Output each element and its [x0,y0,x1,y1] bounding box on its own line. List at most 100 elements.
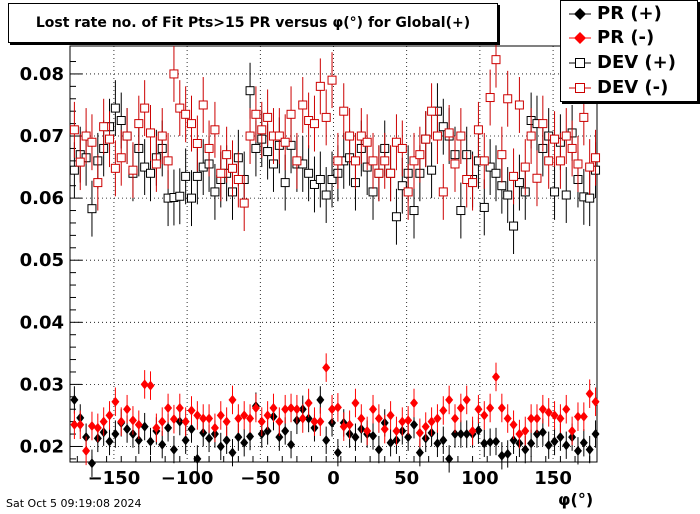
data-point [175,402,184,413]
data-point [87,137,97,147]
data-point [181,109,191,119]
data-point [164,422,173,433]
y-tick-label: 0.06 [20,188,64,209]
data-point [527,413,536,424]
data-point [538,404,547,415]
data-point [128,165,138,175]
data-point [87,458,96,469]
data-point [386,168,396,178]
data-point [198,100,208,110]
legend-label-pr-plus: PR (+) [597,3,662,24]
data-point [110,103,120,113]
legend-entry-pr-minus: PR (-) [561,26,697,50]
data-point [169,444,178,455]
legend-entry-dev-minus: DEV (-) [561,76,697,100]
data-point [187,405,196,416]
data-point [591,429,600,440]
data-point [538,427,547,438]
data-point [193,453,202,464]
data-point [234,432,243,443]
data-point [333,156,343,166]
data-point [345,131,355,141]
data-point [591,396,600,407]
data-point [368,156,378,166]
data-point [140,379,149,390]
data-point [520,162,530,172]
data-point [480,410,489,421]
data-point [233,174,243,184]
data-point [222,150,232,160]
data-point [169,414,178,425]
data-point [105,436,114,447]
data-point [251,109,261,119]
data-point [562,404,571,415]
data-point [263,425,272,436]
data-point [222,435,231,446]
data-point [369,430,378,441]
data-point [140,162,150,172]
data-point [514,100,524,110]
data-point [292,404,301,415]
data-point [309,119,319,129]
y-tick-label: 0.05 [20,250,64,271]
data-point [316,394,325,405]
data-point [192,138,202,148]
data-point [527,438,536,449]
data-point [234,413,243,424]
data-point [158,416,167,427]
data-point [356,131,366,141]
data-point [333,402,342,413]
data-point [298,413,307,424]
data-point [579,437,588,448]
y-tick-label: 0.02 [20,436,64,457]
data-point [245,86,255,96]
data-point [246,413,255,424]
chart-title: Lost rate no. of Fit Pts>15 PR versus φ(… [8,3,498,43]
data-point [427,416,436,427]
data-point [521,444,530,455]
data-point [87,420,96,431]
data-point [561,131,571,141]
y-tick-label: 0.04 [20,312,64,333]
data-point [192,171,202,181]
series-dev- [69,31,601,232]
legend-label-pr-minus: PR (-) [597,27,655,48]
y-tick-label: 0.07 [20,126,64,147]
data-point [556,432,565,443]
data-point [445,453,454,464]
data-point [409,206,419,216]
data-point [134,419,143,430]
data-point [480,438,489,449]
data-point [415,447,424,458]
data-point [339,421,348,432]
data-point [427,106,437,116]
data-point [105,410,114,421]
data-point [410,419,419,430]
data-point [514,178,524,188]
data-point [479,202,489,212]
data-point [275,432,284,443]
data-point [433,438,442,449]
data-point [275,416,284,427]
data-point [515,429,524,440]
data-point [151,159,161,169]
data-point [468,178,478,188]
data-point [479,156,489,166]
data-point [550,410,559,421]
data-point [187,424,196,435]
data-point [568,425,577,436]
data-point [246,431,255,442]
data-point [82,445,91,456]
data-point [585,162,595,172]
data-point [222,416,231,427]
data-point [404,432,413,443]
data-point [456,206,466,216]
data-point [287,439,296,450]
data-point [111,396,120,407]
x-tick-label: 100 [461,468,499,489]
data-point [298,100,308,110]
data-point [76,419,85,430]
legend-entry-dev-plus: DEV (+) [561,51,697,75]
data-point [550,134,560,144]
